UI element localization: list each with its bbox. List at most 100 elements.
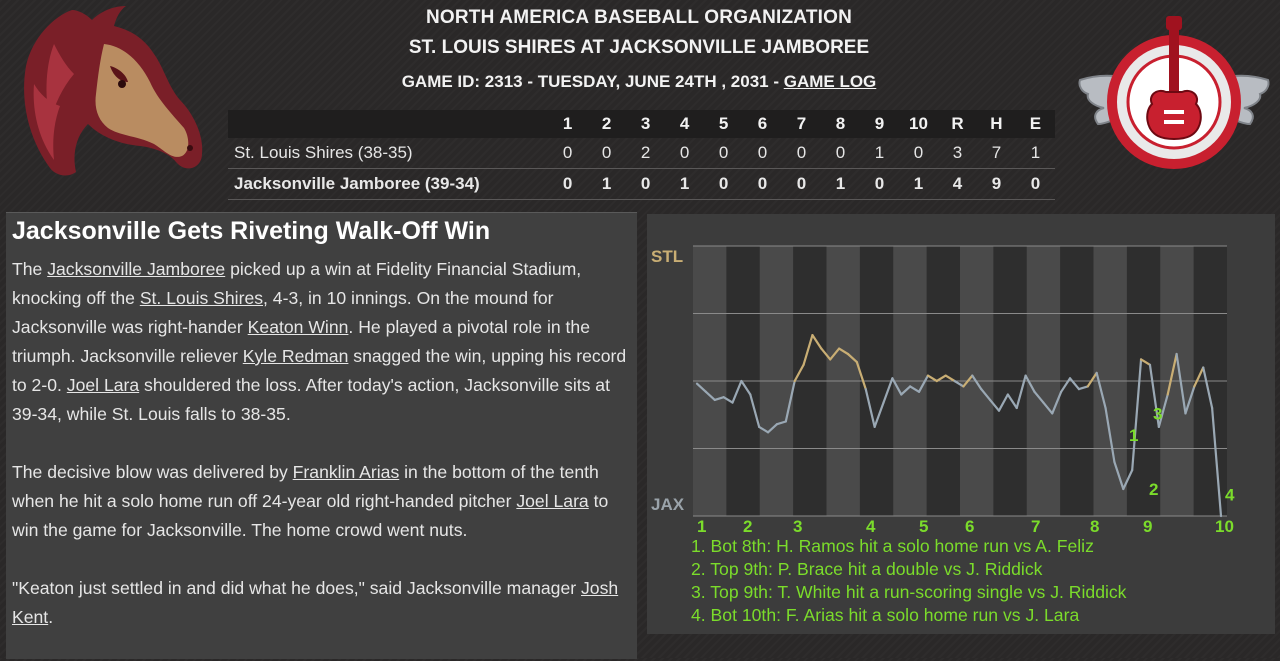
inning-score: 0 — [757, 143, 768, 162]
inning-score: 1 — [601, 174, 612, 193]
inning-tick-label: 1 — [697, 517, 706, 536]
win-probability-segment — [1077, 385, 1089, 391]
win-probability-segment — [1202, 366, 1214, 410]
inning-tick-label: 2 — [743, 517, 752, 536]
hits-total: 9 — [991, 174, 1002, 193]
win-probability-segment — [713, 396, 725, 401]
win-probability-segment — [891, 377, 903, 396]
win-probability-segment — [722, 396, 734, 404]
win-probability-segment — [846, 352, 858, 364]
inning-header: 3 — [640, 114, 651, 133]
inning-score: 0 — [718, 174, 729, 193]
recap-link[interactable]: Jacksonville Jamboree — [47, 259, 226, 279]
inning-tick-label: 4 — [866, 517, 876, 536]
win-probability-segment — [962, 374, 974, 388]
home-team-logo-winged-guitar-icon — [1078, 16, 1270, 169]
win-probability-segment — [988, 398, 1001, 412]
inning-header: 5 — [718, 114, 729, 133]
win-probability-segment — [909, 385, 921, 393]
team-column-header — [228, 110, 548, 138]
win-probability-segment — [1042, 401, 1054, 415]
win-probability-segment — [731, 379, 743, 404]
win-probability-segment — [838, 347, 850, 356]
inning-header: 4 — [679, 114, 690, 133]
win-probability-segment — [1193, 366, 1205, 388]
win-probability-segment — [704, 390, 716, 401]
win-probability-segment — [917, 374, 930, 393]
win-probability-segment — [740, 379, 752, 396]
recap-link[interactable]: Keaton Winn — [247, 317, 349, 337]
win-probability-segment — [1086, 371, 1098, 388]
inning-header: 8 — [835, 114, 846, 133]
game-log-link[interactable]: GAME LOG — [783, 72, 877, 91]
recap-link[interactable]: Franklin Arias — [292, 462, 400, 482]
inning-score: 0 — [601, 143, 612, 162]
runs-total: 3 — [952, 143, 963, 162]
inning-tick-label: 6 — [965, 517, 974, 536]
win-probability-segment — [971, 374, 983, 391]
win-probability-segment — [1157, 393, 1169, 428]
win-probability-segment — [1175, 352, 1187, 415]
inning-score: 0 — [679, 143, 690, 162]
home-team-name[interactable]: Jacksonville Jamboree (39-34) — [234, 174, 480, 193]
game-info: GAME ID: 2313 - TUESDAY, JUNE 24TH , 203… — [300, 72, 978, 92]
win-probability-segment — [926, 374, 938, 383]
win-probability-segment — [793, 363, 805, 383]
inning-score: 0 — [718, 143, 729, 162]
key-event-4: 4. Bot 10th: F. Arias hit a solo home ru… — [691, 605, 1080, 625]
hits-total: 7 — [991, 143, 1002, 162]
win-probability-segment — [997, 393, 1009, 412]
win-probability-segment — [1113, 460, 1125, 491]
recap-link[interactable]: Kyle Redman — [242, 346, 349, 366]
win-probability-segment — [695, 382, 707, 393]
home-team-row: Jacksonville Jamboree (39-34) 0 1 0 1 0 … — [228, 169, 1055, 200]
inning-header: 10 — [909, 114, 928, 133]
win-probability-chart: STL JAX 1 2 3 4 5 6 7 8 9 10 1 2 3 4 — [651, 245, 1235, 536]
win-probability-segment — [749, 393, 761, 428]
inning-score: 1 — [679, 174, 690, 193]
win-probability-segment — [1024, 374, 1036, 393]
errors-total: 0 — [1030, 174, 1041, 193]
inning-score: 0 — [757, 174, 768, 193]
win-probability-segment — [829, 347, 841, 361]
matchup-title: ST. LOUIS SHIRES AT JACKSONVILLE JAMBORE… — [408, 37, 870, 58]
inning-score: 0 — [562, 143, 573, 162]
recap-link[interactable]: Joel Lara — [66, 375, 140, 395]
key-event-3: 3. Top 9th: T. White hit a run-scoring s… — [691, 582, 1127, 602]
win-probability-segment — [758, 425, 770, 434]
inning-header: 6 — [757, 114, 768, 133]
inning-tick-label: 8 — [1090, 517, 1099, 536]
key-event-2: 2. Top 9th: P. Brace hit a double vs J. … — [691, 559, 1043, 579]
recap-link[interactable]: Josh Kent — [12, 578, 619, 627]
win-probability-segment — [1060, 377, 1072, 393]
win-probability-segment — [811, 333, 823, 350]
win-probability-segment — [1166, 352, 1178, 396]
inning-header: 1 — [562, 114, 573, 133]
hits-header: H — [990, 114, 1003, 133]
inning-score: 0 — [796, 143, 807, 162]
inning-tick-label: 9 — [1143, 517, 1152, 536]
recap-paragraph: The Jacksonville Jamboree picked up a wi… — [12, 259, 627, 424]
inning-score: 0 — [913, 143, 924, 162]
win-probability-segment — [1015, 374, 1027, 410]
recap-link[interactable]: Joel Lara — [516, 491, 589, 511]
inning-tick-label: 3 — [793, 517, 802, 536]
league-title: NORTH AMERICA BASEBALL ORGANIZATION — [425, 7, 853, 28]
win-probability-segment — [820, 347, 832, 361]
win-probability-segment — [1095, 371, 1107, 410]
inning-tick-label: 10 — [1215, 517, 1234, 536]
win-probability-segment — [784, 379, 796, 423]
inning-header: 7 — [796, 114, 807, 133]
stl-axis-label: STL — [651, 247, 683, 266]
win-probability-segment — [1068, 377, 1080, 391]
runs-header: R — [951, 114, 964, 133]
away-team-name[interactable]: St. Louis Shires (38-35) — [234, 143, 413, 162]
win-probability-panel: STL JAX 1 2 3 4 5 6 7 8 9 10 1 2 3 4 1. Bot 8th: H. Ram… — [647, 214, 1275, 634]
win-probability-segment — [900, 385, 912, 396]
win-probability-segment — [1184, 385, 1196, 415]
win-probability-segment — [855, 361, 867, 391]
win-probability-segment — [873, 401, 885, 428]
win-probability-segment — [1104, 406, 1116, 464]
recap-link[interactable]: St. Louis Shires — [139, 288, 264, 308]
errors-total: 1 — [1030, 143, 1041, 162]
